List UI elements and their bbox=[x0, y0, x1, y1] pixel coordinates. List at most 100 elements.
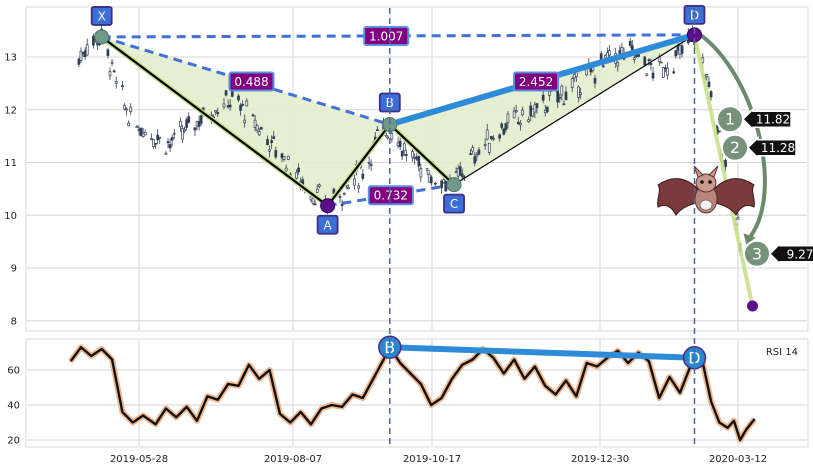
candle-body bbox=[593, 78, 597, 84]
candle-body bbox=[282, 156, 286, 160]
pattern-point-label-box bbox=[316, 214, 339, 235]
candle bbox=[241, 100, 244, 107]
candle bbox=[255, 124, 259, 134]
ratio-label-box bbox=[513, 71, 560, 92]
candle bbox=[417, 155, 421, 172]
candle bbox=[490, 135, 493, 141]
candle-body bbox=[313, 203, 317, 206]
candle bbox=[183, 126, 186, 134]
candle-body bbox=[139, 127, 143, 137]
candle-body bbox=[425, 168, 429, 171]
candle-body bbox=[419, 168, 423, 178]
candle bbox=[514, 104, 518, 114]
candle-body bbox=[239, 104, 242, 111]
candle bbox=[376, 125, 379, 132]
candle bbox=[280, 152, 284, 163]
candle bbox=[110, 58, 114, 67]
candle-body bbox=[226, 105, 230, 108]
candle-body bbox=[572, 74, 576, 79]
candle-body bbox=[253, 119, 257, 128]
candle bbox=[402, 139, 406, 157]
candle-body bbox=[402, 143, 406, 151]
ratio-label-text: 2.452 bbox=[519, 75, 553, 89]
candle bbox=[123, 103, 126, 111]
candle bbox=[338, 193, 342, 203]
candle bbox=[705, 74, 709, 81]
candle-body bbox=[85, 44, 89, 56]
candle-body bbox=[270, 140, 274, 143]
candle bbox=[274, 146, 278, 160]
candle bbox=[251, 113, 255, 117]
ratio-line-xd bbox=[101, 33, 695, 39]
pattern-point-label-box bbox=[90, 6, 113, 26]
ratio-label-text: 1.007 bbox=[369, 29, 403, 43]
x-tick-label: 2019-08-07 bbox=[264, 454, 322, 465]
candle bbox=[170, 134, 174, 147]
candle bbox=[357, 182, 361, 193]
candle bbox=[245, 98, 249, 107]
candle bbox=[564, 86, 568, 101]
candle-body bbox=[717, 130, 721, 133]
candle-body bbox=[255, 124, 259, 131]
candle-body bbox=[187, 116, 191, 123]
target-arrow bbox=[768, 241, 813, 266]
candle bbox=[259, 126, 263, 130]
candle bbox=[228, 99, 232, 111]
candle-body bbox=[195, 121, 199, 127]
candle bbox=[630, 39, 634, 52]
pattern-point-dot bbox=[446, 177, 462, 193]
candle bbox=[475, 151, 479, 162]
target-2: 2 11.28 bbox=[721, 133, 797, 162]
candle-body bbox=[456, 168, 460, 177]
candle-body bbox=[154, 142, 157, 145]
candle bbox=[313, 200, 317, 206]
candle-body bbox=[543, 109, 547, 113]
candle-body bbox=[506, 113, 510, 123]
candle-body bbox=[678, 45, 682, 55]
rsi-label: RSI 14 bbox=[766, 347, 798, 358]
candle bbox=[504, 122, 508, 133]
candle-body bbox=[469, 153, 472, 155]
rsi-y-tick-label: 20 bbox=[7, 436, 20, 447]
candle bbox=[707, 76, 711, 89]
candle-body bbox=[346, 186, 350, 190]
candle-body bbox=[114, 81, 118, 84]
candle-body bbox=[311, 197, 315, 204]
candle bbox=[187, 112, 191, 124]
candle bbox=[577, 85, 580, 103]
candle-body bbox=[504, 123, 508, 130]
projection-arc bbox=[699, 33, 767, 238]
pattern-point-label: C bbox=[450, 197, 458, 211]
candle bbox=[79, 47, 83, 64]
candle-body bbox=[266, 139, 269, 146]
candle-body bbox=[651, 72, 655, 79]
candle-body bbox=[83, 50, 87, 57]
candle bbox=[272, 130, 276, 140]
candle bbox=[164, 151, 168, 155]
ratio-label: 0.488 bbox=[228, 71, 275, 92]
candle-body bbox=[367, 162, 371, 164]
ratio-label: 2.452 bbox=[513, 71, 560, 92]
candle bbox=[647, 58, 651, 66]
candle bbox=[674, 50, 678, 59]
candle bbox=[239, 102, 242, 116]
candle-body bbox=[498, 134, 501, 139]
rsi-y-tick-label: 40 bbox=[7, 401, 20, 412]
pattern-point-dot bbox=[320, 198, 336, 214]
candle-body bbox=[434, 182, 437, 185]
candle-body bbox=[440, 180, 443, 189]
candle-body bbox=[361, 173, 365, 179]
candle-body bbox=[664, 67, 667, 70]
rsi-grid bbox=[27, 340, 807, 446]
candle bbox=[266, 135, 269, 146]
ratio-label: 1.007 bbox=[363, 25, 410, 46]
candle bbox=[487, 142, 491, 156]
candle-body bbox=[386, 136, 390, 139]
pattern-fill-bcd bbox=[389, 34, 695, 185]
candle-body bbox=[709, 91, 713, 98]
candle bbox=[85, 38, 89, 56]
candle-body bbox=[514, 110, 518, 112]
candle-body bbox=[79, 50, 83, 61]
target-arrow bbox=[746, 135, 797, 160]
